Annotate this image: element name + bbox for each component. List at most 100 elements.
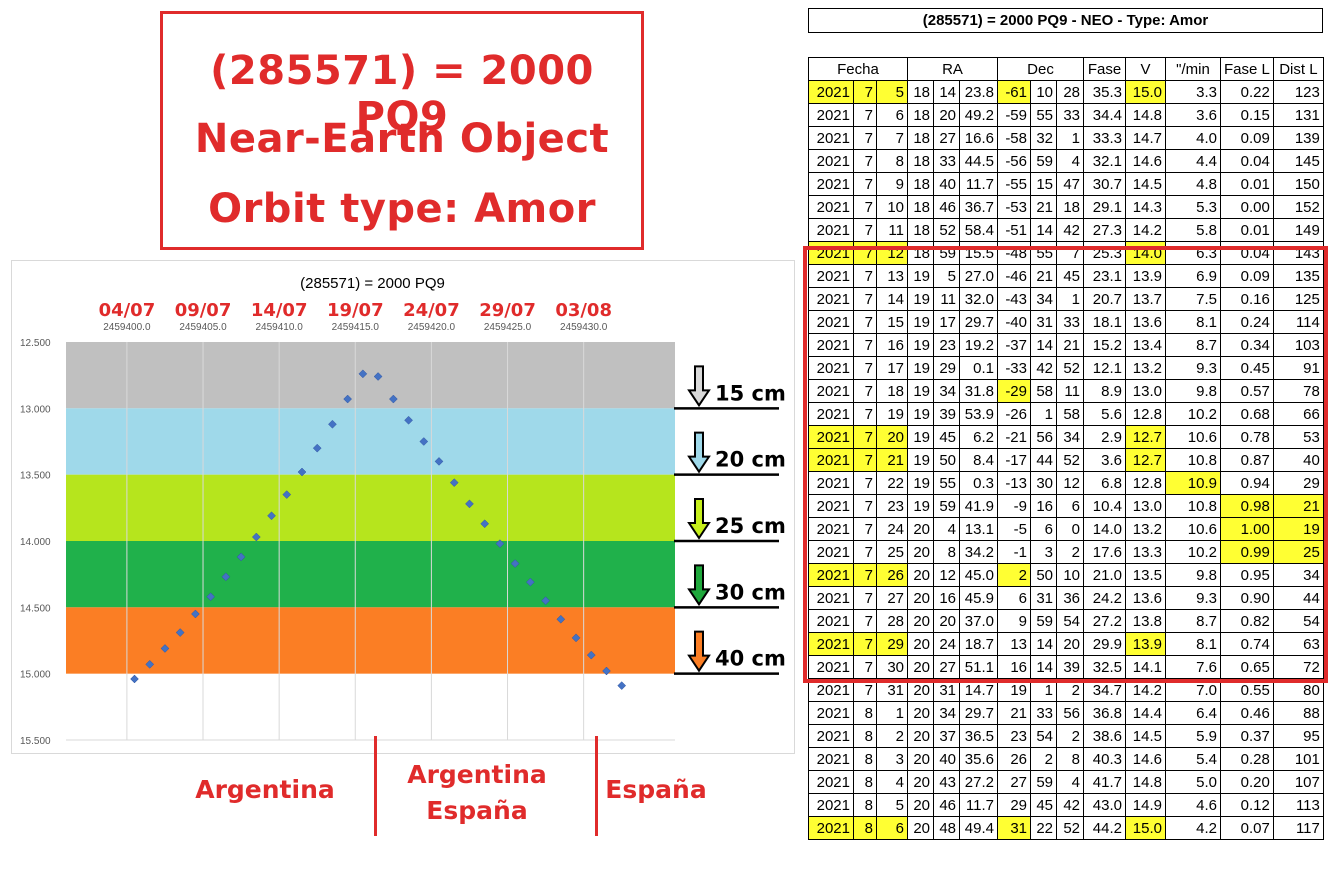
table-cell: 7 xyxy=(853,402,877,426)
table-cell: 22 xyxy=(876,471,908,495)
table-cell: 14.7 xyxy=(959,678,998,702)
table-cell: 7.6 xyxy=(1165,655,1221,679)
region-label-argentina: Argentina xyxy=(195,775,335,804)
table-cell: 20 xyxy=(907,632,934,656)
table-cell: 6 xyxy=(876,103,908,127)
table-cell: 23 xyxy=(997,724,1031,748)
table-cell: 15 xyxy=(876,310,908,334)
table-cell: 2 xyxy=(1056,678,1084,702)
table-cell: 2021 xyxy=(808,724,854,748)
title-object-designation: (285571) = 2000 PQ9 xyxy=(210,48,594,140)
table-cell: 14 xyxy=(1030,333,1057,357)
table-cell: 25 xyxy=(1272,540,1324,564)
table-cell: 20 xyxy=(1056,632,1084,656)
data-point xyxy=(388,394,398,404)
table-cell: 26 xyxy=(997,747,1031,771)
table-cell: 13.0 xyxy=(1125,379,1166,403)
table-cell: 10.2 xyxy=(1165,402,1221,426)
table-cell: 8 xyxy=(853,816,877,840)
table-cell: 12 xyxy=(876,241,908,265)
table-cell: 131 xyxy=(1272,103,1324,127)
table-cell: 10 xyxy=(876,195,908,219)
table-cell: 63 xyxy=(1272,632,1324,656)
data-point xyxy=(191,609,200,619)
table-cell: 7 xyxy=(853,195,877,219)
table-row: 2021 8 6 20 48 49.4 31 22 52 44.2 15.0 4.2 0.07 117 xyxy=(808,816,1324,840)
table-cell: 34 xyxy=(1056,425,1084,449)
table-cell: 24 xyxy=(876,517,908,541)
data-point xyxy=(145,660,155,669)
table-cell: 14.5 xyxy=(1125,724,1166,748)
table-cell: 36.5 xyxy=(959,724,998,748)
data-point xyxy=(617,681,627,690)
data-point xyxy=(465,499,474,509)
table-cell: 8.4 xyxy=(959,448,998,472)
table-cell: -56 xyxy=(997,149,1031,173)
table-cell: 135 xyxy=(1272,264,1324,288)
table-cell: 21 xyxy=(1030,195,1057,219)
table-cell: 0.94 xyxy=(1220,471,1274,495)
table-cell: 12.8 xyxy=(1125,471,1166,495)
table-row: 2021 7 15 19 17 29.7 -40 31 33 18.1 13.6 8.1 0.24 114 xyxy=(808,310,1324,334)
table-cell: -59 xyxy=(997,103,1031,127)
table-cell: 0.09 xyxy=(1220,264,1274,288)
table-cell: 0.09 xyxy=(1220,126,1274,150)
table-cell: 7 xyxy=(853,218,877,242)
x-tick-jd: 2459400.0 xyxy=(103,322,151,333)
table-cell: 7 xyxy=(853,471,877,495)
table-cell: 10.8 xyxy=(1165,448,1221,472)
table-cell: 0.37 xyxy=(1220,724,1274,748)
table-cell: 7 xyxy=(853,172,877,196)
x-tick-date: 09/07 xyxy=(175,300,232,321)
table-cell: 18 xyxy=(876,379,908,403)
table-cell: 20 xyxy=(907,770,934,794)
table-cell: 14.4 xyxy=(1125,701,1166,725)
x-tick-date: 29/07 xyxy=(479,300,536,321)
table-cell: 14 xyxy=(1030,632,1057,656)
table-cell: 46 xyxy=(933,793,960,817)
table-cell: 45 xyxy=(933,425,960,449)
table-cell: 19 xyxy=(907,494,934,518)
table-cell: 7 xyxy=(853,425,877,449)
table-cell: 21.0 xyxy=(1083,563,1126,587)
table-cell: 19 xyxy=(907,379,934,403)
table-cell: 5.9 xyxy=(1165,724,1221,748)
table-cell: 14 xyxy=(1030,218,1057,242)
header-motion: "/min xyxy=(1165,57,1221,81)
table-cell: 1 xyxy=(876,701,908,725)
table-cell: 6.2 xyxy=(959,425,998,449)
table-cell: 42 xyxy=(1030,356,1057,380)
table-cell: 0.98 xyxy=(1220,494,1274,518)
table-cell: 21 xyxy=(876,448,908,472)
table-cell: 2021 xyxy=(808,632,854,656)
table-row: 2021 8 3 20 40 35.6 26 2 8 40.3 14.6 5.4 0.28 101 xyxy=(808,747,1324,771)
table-cell: 36 xyxy=(1056,586,1084,610)
table-cell: 20 xyxy=(907,678,934,702)
table-row: 2021 7 7 18 27 16.6 -58 32 1 33.3 14.7 4.0 0.09 139 xyxy=(808,126,1324,150)
table-cell: 20 xyxy=(907,816,934,840)
data-point xyxy=(602,666,611,676)
data-point xyxy=(251,532,261,542)
data-point xyxy=(130,674,139,684)
table-cell: 2021 xyxy=(808,471,854,495)
table-row: 2021 7 9 18 40 11.7 -55 15 47 30.7 14.5 4.8 0.01 150 xyxy=(808,172,1324,196)
table-cell: 13.9 xyxy=(1125,632,1166,656)
table-cell: 20.7 xyxy=(1083,287,1126,311)
table-cell: 17 xyxy=(876,356,908,380)
table-cell: 0.28 xyxy=(1220,747,1274,771)
table-cell: 41.7 xyxy=(1083,770,1126,794)
table-cell: 3.6 xyxy=(1165,103,1221,127)
table-cell: 19 xyxy=(907,356,934,380)
table-cell: 9.8 xyxy=(1165,563,1221,587)
data-point xyxy=(495,539,505,549)
table-cell: 14.0 xyxy=(1083,517,1126,541)
data-point xyxy=(419,437,429,446)
table-cell: 15.0 xyxy=(1125,80,1166,104)
table-row: 2021 7 26 20 12 45.0 2 50 10 21.0 13.5 9.8 0.95 34 xyxy=(808,563,1324,587)
table-cell: 14.1 xyxy=(1125,655,1166,679)
table-cell: 0.45 xyxy=(1220,356,1274,380)
table-cell: 5.3 xyxy=(1165,195,1221,219)
table-cell: 0.00 xyxy=(1220,195,1274,219)
table-cell: 16 xyxy=(997,655,1031,679)
table-cell: 52 xyxy=(1056,356,1084,380)
